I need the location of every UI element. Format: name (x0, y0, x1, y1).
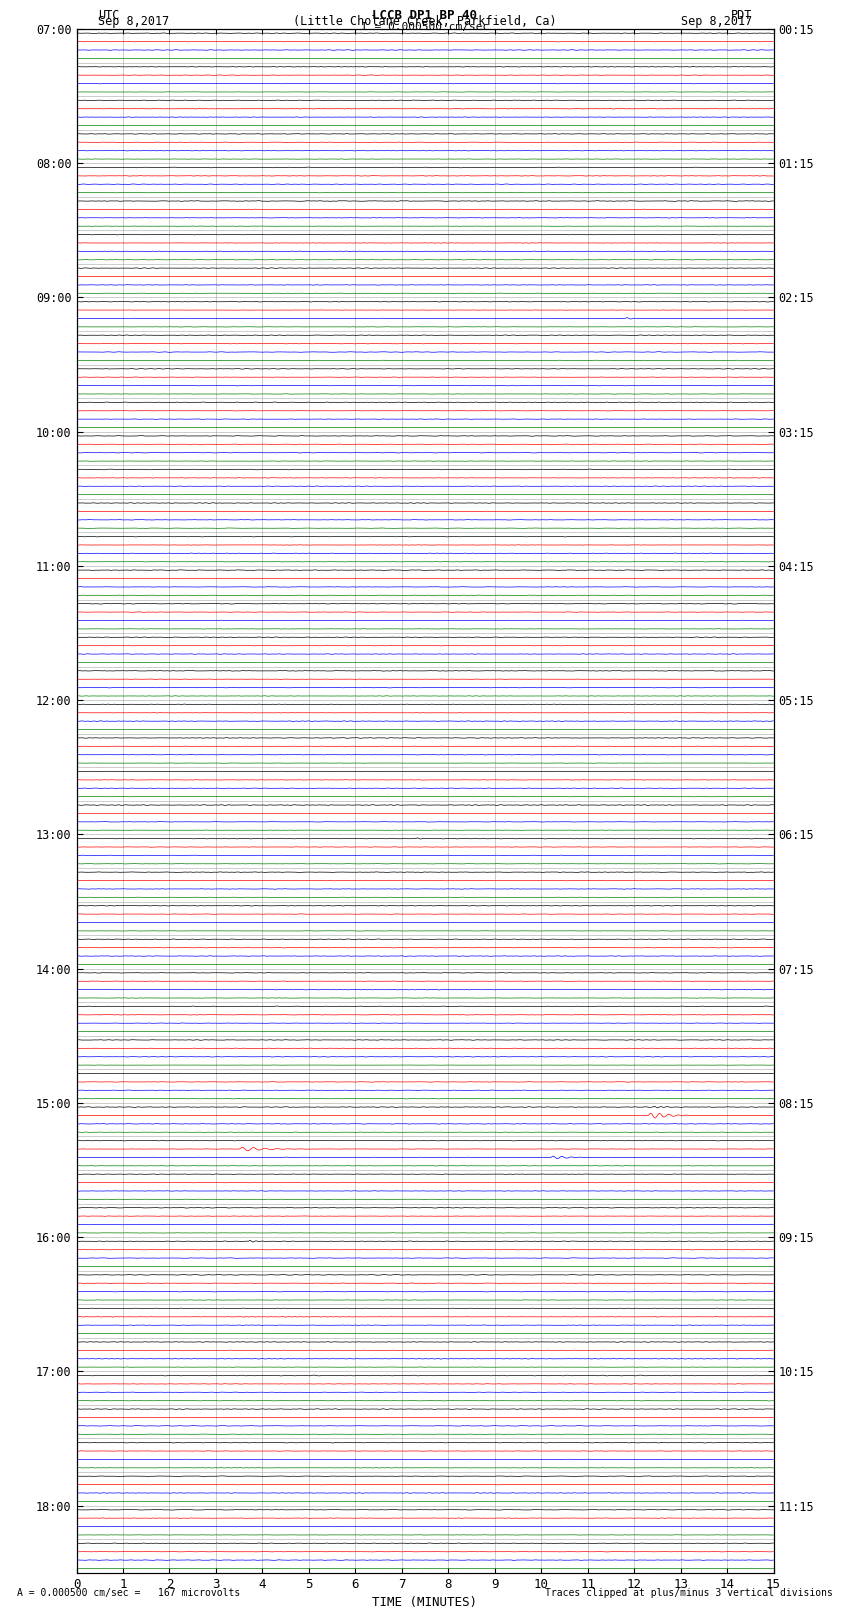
Text: Traces clipped at plus/minus 3 vertical divisions: Traces clipped at plus/minus 3 vertical … (545, 1589, 833, 1598)
Text: LCCB DP1 BP 40: LCCB DP1 BP 40 (372, 10, 478, 23)
Text: UTC: UTC (98, 10, 119, 23)
Text: Sep 8,2017: Sep 8,2017 (681, 16, 752, 29)
Text: Sep 8,2017: Sep 8,2017 (98, 16, 169, 29)
X-axis label: TIME (MINUTES): TIME (MINUTES) (372, 1597, 478, 1610)
Text: A = 0.000500 cm/sec =   167 microvolts: A = 0.000500 cm/sec = 167 microvolts (17, 1589, 241, 1598)
Text: (Little Cholane Creek, Parkfield, Ca): (Little Cholane Creek, Parkfield, Ca) (293, 16, 557, 29)
Text: I = 0.000500 cm/sec: I = 0.000500 cm/sec (361, 23, 489, 32)
Text: PDT: PDT (731, 10, 752, 23)
